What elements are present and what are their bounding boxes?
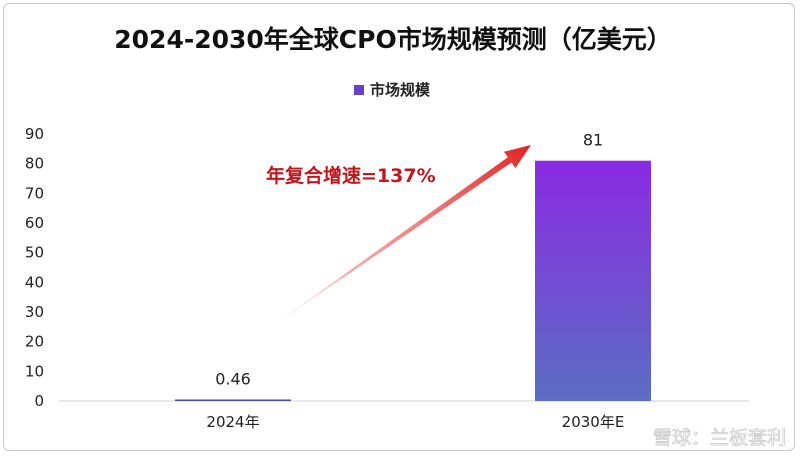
y-tick-label: 50 xyxy=(25,244,44,262)
bar-0 xyxy=(175,399,291,401)
y-tick-label: 90 xyxy=(25,125,44,143)
x-tick-label: 2030年E xyxy=(562,413,625,431)
y-tick-label: 40 xyxy=(25,273,44,291)
legend-swatch xyxy=(354,85,364,95)
y-axis: 0 10 20 30 40 50 60 70 80 90 xyxy=(25,125,44,410)
bar-chart: 2024-2030年全球CPO市场规模预测（亿美元） 市场规模 0 10 20 30 4… xyxy=(25,25,786,449)
bars: 0.46 81 xyxy=(175,131,651,401)
y-tick-label: 10 xyxy=(25,362,44,380)
y-tick-label: 20 xyxy=(25,333,44,351)
watermark: 雪球：兰板套利 xyxy=(653,427,786,449)
y-tick-label: 80 xyxy=(25,155,44,173)
y-tick-label: 30 xyxy=(25,303,44,321)
legend: 市场规模 xyxy=(354,81,431,99)
arrow-shape xyxy=(251,145,531,341)
y-tick-label: 70 xyxy=(25,184,44,202)
data-label: 0.46 xyxy=(215,370,251,389)
y-tick-label: 60 xyxy=(25,214,44,232)
x-tick-label: 2024年 xyxy=(206,413,259,431)
x-axis: 2024年 2030年E xyxy=(206,413,624,431)
data-label: 81 xyxy=(583,131,603,150)
growth-arrow xyxy=(251,145,531,341)
chart-title: 2024-2030年全球CPO市场规模预测（亿美元） xyxy=(114,25,671,54)
chart-frame: 2024-2030年全球CPO市场规模预测（亿美元） 市场规模 0 10 20 30 4… xyxy=(3,3,795,451)
bar-1 xyxy=(535,160,651,401)
legend-label: 市场规模 xyxy=(370,81,431,99)
y-tick-label: 0 xyxy=(34,392,44,410)
growth-annotation: 年复合增速=137% xyxy=(266,164,436,187)
